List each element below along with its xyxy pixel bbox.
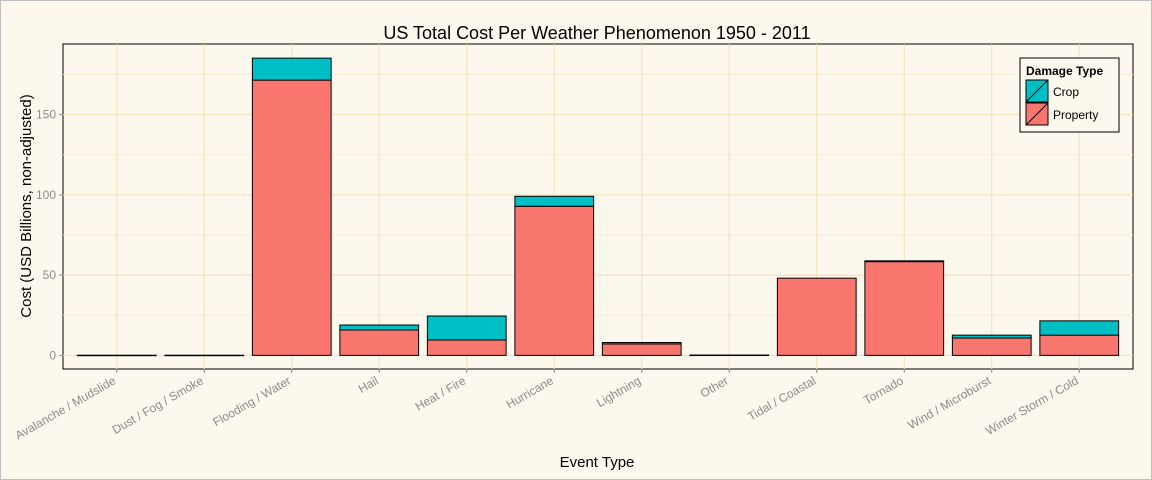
x-tick-label: Winter Storm / Cold xyxy=(983,373,1081,437)
x-tick-label: Flooding / Water xyxy=(210,373,293,429)
y-tick-label: 150 xyxy=(36,108,56,122)
x-tick-label: Tornado xyxy=(861,373,906,407)
y-axis: 0 50 100 150 xyxy=(36,108,63,362)
bar-property xyxy=(76,354,157,357)
bar-crop xyxy=(339,324,420,331)
bar-property xyxy=(1039,334,1120,356)
legend-label-property: Property xyxy=(1053,108,1098,122)
bar-property xyxy=(864,261,945,356)
legend-label-crop: Crop xyxy=(1053,85,1079,99)
bar-property xyxy=(164,354,245,357)
bar-property xyxy=(251,79,332,356)
x-tick-label: Hurricane xyxy=(504,373,556,411)
legend-items: Crop Property xyxy=(1025,79,1098,126)
bar-property xyxy=(951,337,1032,356)
bar-crop xyxy=(1039,320,1120,336)
x-tick-label: Other xyxy=(698,373,731,400)
bar-property xyxy=(689,354,770,357)
y-axis-title: Cost (USD Billions, non-adjusted) xyxy=(18,94,35,317)
x-tick-label: Dust / Fog / Smoke xyxy=(110,373,206,437)
bars xyxy=(76,57,1120,357)
x-tick-label: Wind / Microburst xyxy=(905,373,993,432)
bar-crop xyxy=(251,57,332,81)
legend-key-slash xyxy=(1025,102,1049,126)
x-axis-title: Event Type xyxy=(560,454,635,471)
bar-crop xyxy=(514,195,595,207)
bar-property xyxy=(601,343,682,356)
bar-crop xyxy=(601,342,682,345)
legend-key-slash xyxy=(1025,79,1049,103)
legend-title: Damage Type xyxy=(1026,64,1103,78)
x-tick-label: Lightning xyxy=(594,373,643,409)
plot-panel xyxy=(62,43,1134,370)
bar-property xyxy=(514,205,595,356)
y-tick-label: 0 xyxy=(49,348,56,362)
x-tick-label: Tidal / Coastal xyxy=(745,373,818,423)
bar-crop xyxy=(951,334,1032,339)
x-tick-label: Hail xyxy=(356,373,381,395)
y-tick-label: 100 xyxy=(36,188,56,202)
y-tick-label: 50 xyxy=(43,268,57,282)
x-tick-label: Avalanche / Mudslide xyxy=(13,373,119,442)
bar-property xyxy=(426,339,507,356)
bar-crop xyxy=(426,315,507,341)
bar-crop xyxy=(864,260,945,263)
bar-property xyxy=(776,277,857,356)
bar-property xyxy=(339,329,420,356)
chart-title: US Total Cost Per Weather Phenomenon 195… xyxy=(383,23,810,43)
legend: Damage Type Crop Property xyxy=(1019,57,1120,133)
x-tick-label: Heat / Fire xyxy=(413,373,469,413)
